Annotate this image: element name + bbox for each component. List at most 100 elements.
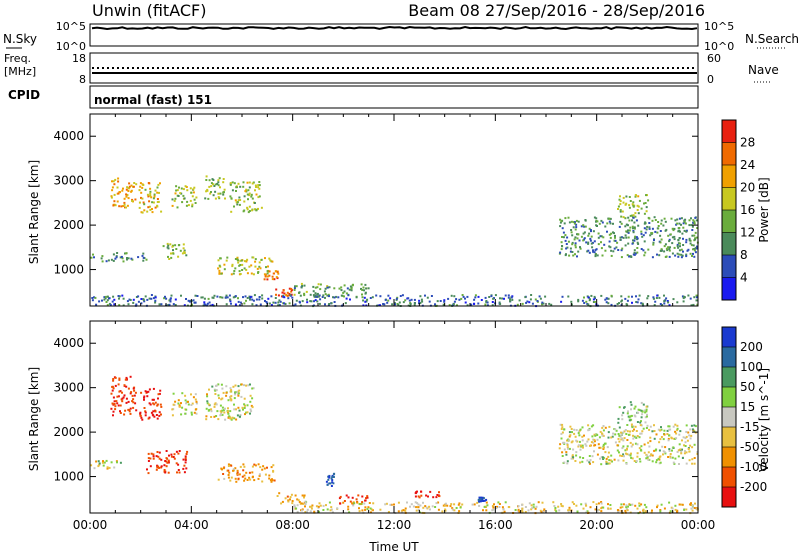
power-cell [239,304,241,307]
power-cell [694,231,697,234]
velocity-cell [478,504,481,507]
power-cell [101,299,103,302]
velocity-cell [184,461,187,464]
velocity-cell [402,509,405,512]
power-cell [132,301,135,304]
velocity-cell [459,506,462,509]
power-cell [526,300,529,303]
power-cell [271,278,274,281]
velocity-cell [609,459,612,462]
power-cell [633,237,636,240]
velocity-cell [629,441,632,444]
power-cell [421,300,424,303]
velocity-cell [358,510,361,513]
power-cell [266,275,269,278]
power-cell [350,289,353,292]
velocity-cell [112,379,115,382]
power-cell [695,299,698,302]
power-cell [652,296,655,299]
power-cell [140,196,142,199]
velocity-cell [257,477,260,480]
velocity-cell [160,405,163,408]
velocity-cell [680,450,683,453]
power-cell [389,297,392,300]
velocity-cell [227,465,230,467]
cpid-panel-frame [89,85,699,109]
velocity-cell [685,451,688,454]
velocity-cell [674,508,677,511]
power-cell [634,215,637,218]
power-cell [258,181,261,183]
velocity-cell [184,412,187,415]
power-cell [649,234,652,237]
power-cell [614,234,616,237]
velocity-cell [409,505,411,508]
power-cell [246,272,249,275]
velocity-cell [628,416,631,419]
power-cell [274,301,277,304]
velocity-cell [611,435,614,438]
power-cell [635,219,638,222]
velocity-cell [330,506,333,509]
power-cell [151,208,153,210]
velocity-cell [155,468,158,471]
power-cell [203,301,206,304]
power-cell [689,297,692,300]
velocity-cell [642,427,645,430]
power-cell [651,232,654,235]
power-cell [592,298,595,301]
power-cell [195,196,198,199]
velocity-cell [671,456,674,459]
velocity-cell [596,453,599,456]
velocity-cell [671,449,673,452]
velocity-cell [195,402,198,405]
velocity-cell [172,403,175,406]
velocity-cell [111,389,114,392]
velocity-cell [125,385,128,388]
power-cell [559,225,562,228]
velocity-cell [621,418,624,421]
power-cell [404,299,407,302]
power-cell [636,241,639,244]
power-cell [560,241,563,244]
power-cell [609,236,612,239]
power-cell [319,288,322,291]
velocity-cell [502,508,505,511]
velocity-cell [492,506,495,509]
power-cell [577,220,580,223]
power-cell [676,245,679,248]
power-cell [231,265,234,268]
power-cell [243,200,246,203]
power-cell [258,187,261,190]
power-cell [260,206,263,209]
power-cell [111,300,114,303]
power-cell [241,263,244,266]
power-cell [607,297,610,300]
power-cell [690,224,693,227]
velocity-cell [579,448,582,451]
power-cell [635,295,637,298]
velocity-cell [639,432,642,435]
power-cell [609,222,612,225]
power-cell [294,303,297,306]
power-cell [413,302,416,305]
velocity-cell [599,457,602,460]
power-cell [150,294,153,296]
velocity-cell [221,397,224,400]
power-cell [638,199,641,202]
velocity-cell [453,503,456,506]
power-cell [507,296,510,299]
velocity-cell [90,464,93,467]
velocity-cell [607,436,610,439]
velocity-cell [532,506,535,509]
velocity-cell [644,411,647,414]
velocity-cell [151,413,154,416]
power-cell [665,297,668,300]
power-cell [501,297,504,300]
power-cell [135,296,138,298]
power-cell [312,285,315,288]
power-cell [627,236,630,239]
power-cell [340,289,343,292]
velocity-cell [691,509,694,512]
power-cell [363,296,366,299]
